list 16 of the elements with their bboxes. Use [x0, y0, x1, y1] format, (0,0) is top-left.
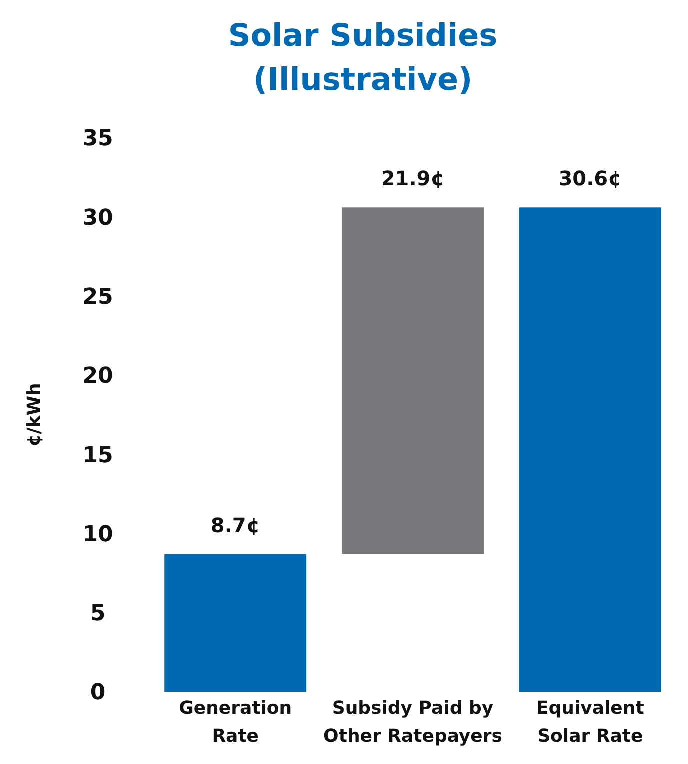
y-tick-label: 5	[90, 602, 106, 627]
data-label: 30.6¢	[558, 166, 622, 191]
y-tick-label: 25	[82, 284, 114, 310]
y-tick-label: 30	[82, 206, 114, 231]
y-tick-label: 35	[82, 126, 114, 152]
x-tick-label: Generation Rate	[179, 698, 292, 747]
y-tick-label: 10	[82, 522, 114, 548]
y-axis-title: ¢/kWh	[24, 383, 45, 447]
data-label: 21.9¢	[381, 166, 445, 191]
y-tick-label: 0	[90, 680, 106, 706]
data-label: 8.7¢	[210, 513, 260, 538]
x-tick-label: Equivalent Solar Rate	[536, 698, 645, 747]
y-tick-label: 15	[82, 443, 114, 468]
chart-title: Solar Subsidies (Illustrative)	[228, 18, 498, 98]
x-tick-label: Subsidy Paid by Other Ratepayers	[324, 698, 502, 747]
y-tick-label: 20	[82, 364, 114, 390]
